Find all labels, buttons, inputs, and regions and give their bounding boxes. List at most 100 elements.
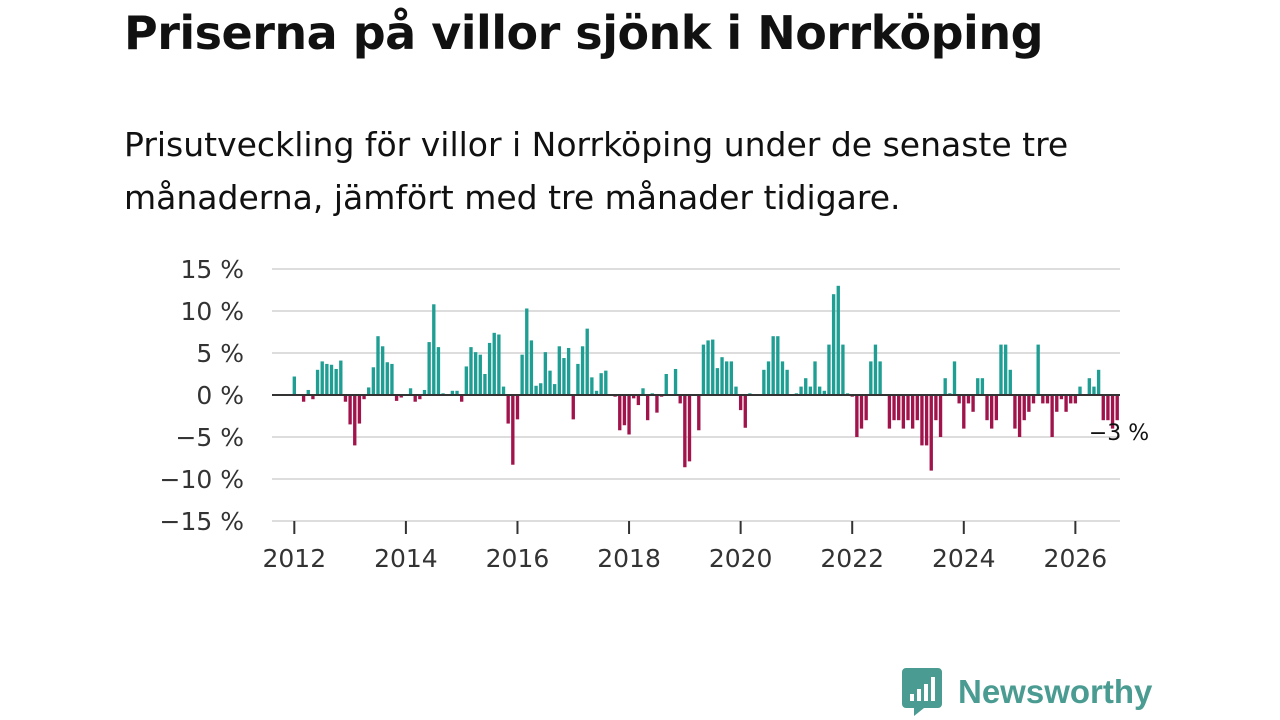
bar <box>1045 395 1050 404</box>
bar <box>576 363 580 395</box>
bar <box>1069 395 1073 404</box>
bar <box>357 395 362 424</box>
bar <box>915 395 919 421</box>
bar <box>766 361 771 395</box>
bar <box>334 368 338 395</box>
bar <box>399 395 403 398</box>
bar <box>552 384 557 395</box>
bar <box>725 361 729 395</box>
gridlines <box>272 268 1120 522</box>
bar <box>473 352 478 395</box>
bar <box>952 361 957 395</box>
bar <box>817 386 822 395</box>
bar <box>827 344 831 395</box>
bar <box>869 361 873 395</box>
bar <box>906 395 910 421</box>
bar <box>864 395 868 421</box>
bar <box>999 344 1003 395</box>
x-tick-label: 2020 <box>709 544 773 573</box>
bar <box>994 395 999 421</box>
chart-title: Priserna på villor sjönk i Norrköping <box>124 6 1044 60</box>
bar <box>957 395 961 404</box>
bar <box>455 390 459 395</box>
bar <box>878 361 882 395</box>
bar <box>580 346 585 395</box>
bar <box>571 395 575 420</box>
bar <box>1041 395 1045 404</box>
bar <box>645 395 650 421</box>
bar <box>301 395 306 402</box>
bar <box>511 395 515 465</box>
bar <box>529 340 534 395</box>
bar <box>734 386 738 395</box>
bar <box>1064 395 1068 412</box>
bar <box>1017 395 1022 437</box>
bar <box>515 395 520 420</box>
bar <box>539 383 543 395</box>
bar <box>859 395 864 429</box>
bar <box>353 395 357 446</box>
bar <box>920 395 924 446</box>
bar <box>855 395 859 437</box>
bar <box>460 395 464 402</box>
bar <box>315 369 320 395</box>
bar <box>1059 395 1064 400</box>
bar <box>836 285 840 395</box>
bar <box>432 304 436 395</box>
bar <box>1055 395 1059 412</box>
bar <box>362 395 366 400</box>
y-tick-label: 0 % <box>196 381 244 410</box>
bar <box>641 388 645 395</box>
bar <box>557 346 561 395</box>
bar <box>720 357 724 395</box>
bar <box>632 395 636 399</box>
bar <box>380 346 385 395</box>
y-tick-label: −10 % <box>160 465 244 494</box>
bar <box>585 328 589 395</box>
bar <box>590 377 594 395</box>
bar <box>339 360 343 395</box>
bar <box>497 334 501 395</box>
bar <box>943 378 947 395</box>
bar <box>543 352 548 395</box>
y-tick-label: 15 % <box>180 255 244 284</box>
bar <box>804 378 808 395</box>
bar <box>371 367 376 395</box>
bar <box>743 395 747 428</box>
bar <box>813 361 817 395</box>
bar <box>697 395 701 431</box>
bar <box>450 390 455 395</box>
bar <box>501 386 506 395</box>
bar <box>306 389 310 395</box>
x-tick-label: 2012 <box>263 544 327 573</box>
bar <box>873 344 878 395</box>
bar <box>655 395 659 413</box>
y-tick-label: 10 % <box>180 297 244 326</box>
x-tick-label: 2022 <box>820 544 884 573</box>
bar <box>427 342 431 395</box>
bar <box>1115 395 1119 421</box>
bar <box>599 373 603 395</box>
bar <box>492 332 496 395</box>
x-axis-ticks: 2012 2014 2016 2018 2020 2022 2024 2026 <box>263 521 1107 573</box>
bar <box>1092 386 1096 395</box>
bar <box>525 308 529 395</box>
bar <box>636 395 641 406</box>
bar <box>831 294 836 395</box>
bar <box>1031 395 1036 404</box>
bar <box>292 376 296 395</box>
bar <box>901 395 906 429</box>
y-axis-ticks: 15 % 10 % 5 % 0 % −5 % −10 % −15 % <box>160 255 244 536</box>
bar <box>548 370 552 395</box>
bar <box>887 395 892 429</box>
bar <box>367 387 371 395</box>
bar <box>971 395 975 412</box>
bar <box>808 386 813 395</box>
x-tick-label: 2024 <box>932 544 996 573</box>
bar <box>910 395 915 429</box>
bar <box>738 395 743 411</box>
bar <box>320 361 324 395</box>
last-value-annotation: −3 % <box>1089 421 1149 446</box>
bars <box>292 285 1119 471</box>
bar <box>376 336 380 395</box>
